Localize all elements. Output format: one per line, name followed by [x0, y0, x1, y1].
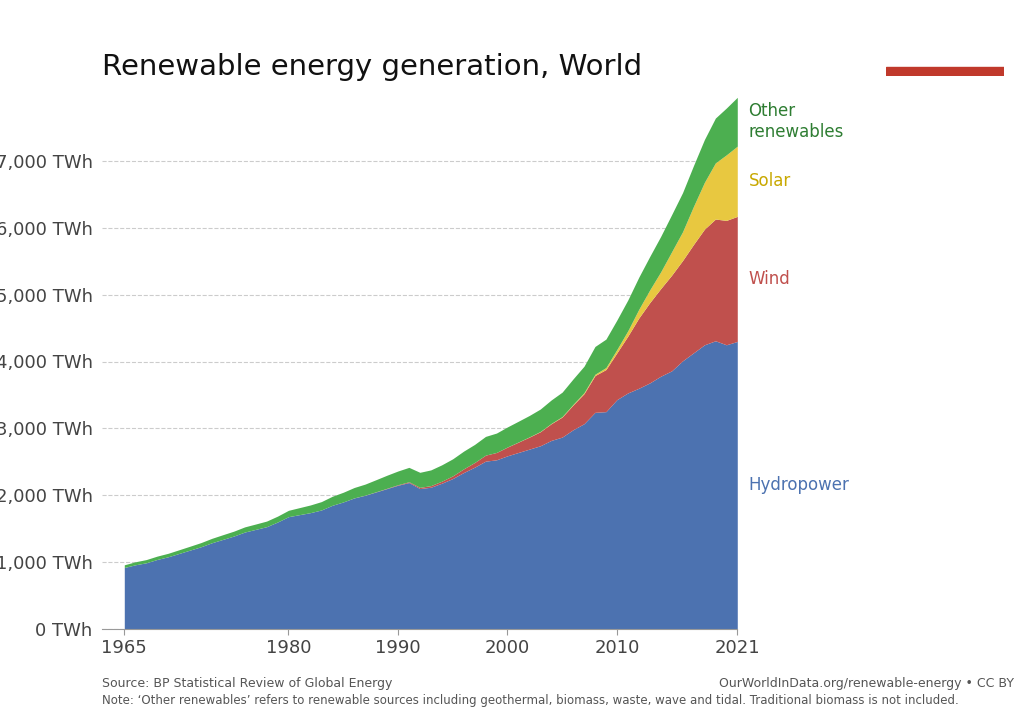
Text: Wind: Wind [749, 270, 791, 288]
Text: OurWorldInData.org/renewable-energy • CC BY: OurWorldInData.org/renewable-energy • CC… [719, 677, 1014, 690]
Bar [886, 67, 1004, 76]
Text: Our World: Our World [911, 30, 978, 43]
Text: Source: BP Statistical Review of Global Energy: Source: BP Statistical Review of Global … [102, 677, 393, 690]
Text: Solar: Solar [749, 172, 791, 190]
Text: in Data: in Data [921, 46, 969, 59]
Text: Renewable energy generation, World: Renewable energy generation, World [102, 53, 642, 80]
Text: Note: ‘Other renewables’ refers to renewable sources including geothermal, bioma: Note: ‘Other renewables’ refers to renew… [102, 694, 959, 707]
Text: Other
renewables: Other renewables [749, 103, 844, 141]
Text: Hydropower: Hydropower [749, 476, 849, 495]
